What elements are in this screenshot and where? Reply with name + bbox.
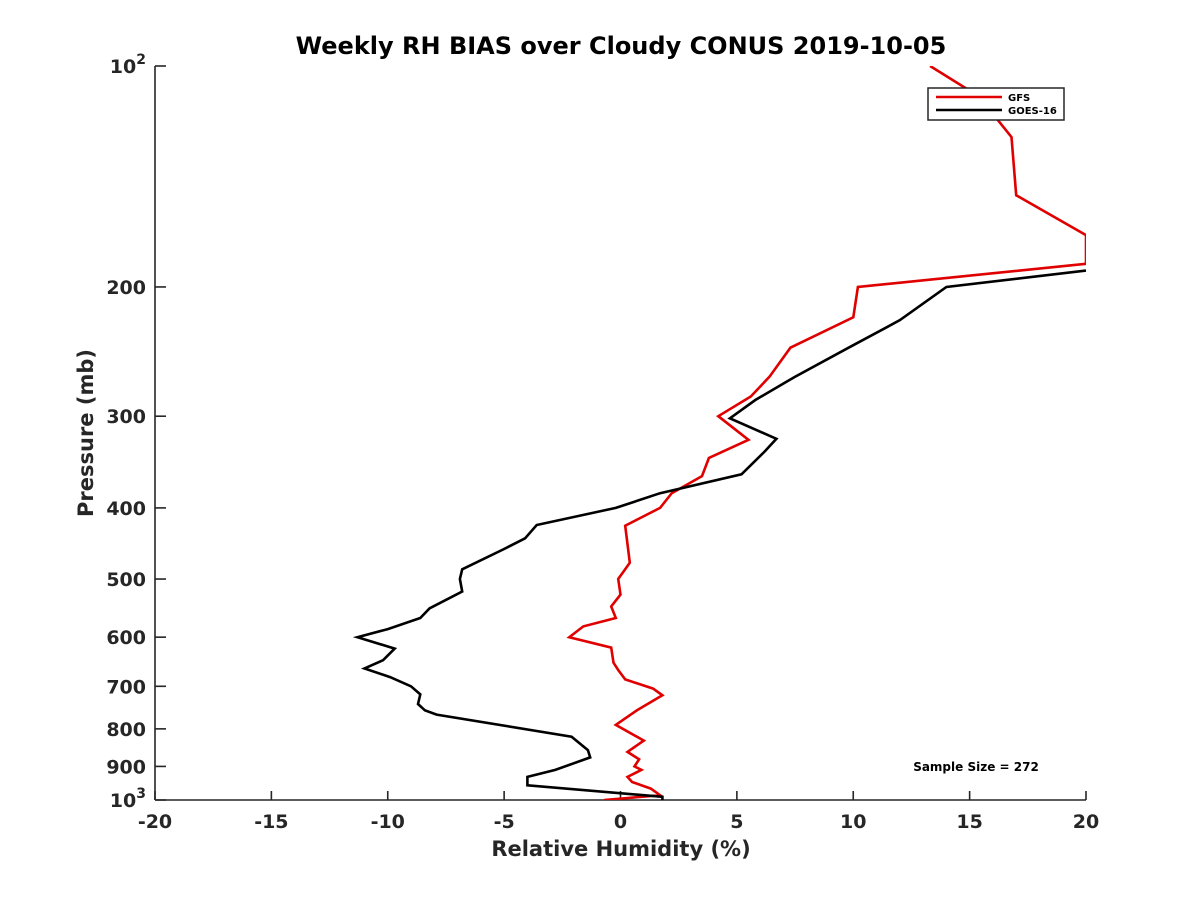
y-tick-label: 700 [106,676,146,698]
x-tick-label: 0 [614,811,627,833]
x-axis-ticks: -20 -15 -10 -5 0 5 10 15 20 [138,791,1099,833]
x-axis-label: Relative Humidity (%) [491,837,750,861]
y-tick-label: 900 [106,756,146,778]
legend: GFS GOES-16 [927,87,1065,121]
y-tick-label: 103 [110,786,146,812]
x-tick-label: 5 [730,811,743,833]
y-tick-label: 102 [110,52,146,78]
series-line-goes16 [352,269,1086,800]
x-tick-label: 10 [840,811,866,833]
x-tick-label: -10 [371,811,405,833]
y-tick-label: 600 [106,627,146,649]
chart-title: Weekly RH BIAS over Cloudy CONUS 2019-10… [296,32,947,60]
x-tick-label: -5 [494,811,515,833]
series-line-gfs [566,66,1086,800]
series-layer [352,66,1086,800]
y-tick-label: 800 [106,719,146,741]
legend-label-goes16: GOES-16 [1008,106,1057,117]
y-axis-label: Pressure (mb) [74,349,98,517]
x-tick-label: -20 [138,811,172,833]
legend-label-gfs: GFS [1008,93,1030,104]
x-tick-label: -15 [254,811,288,833]
sample-size-annotation: Sample Size = 272 [913,760,1039,774]
y-tick-label: 300 [106,406,146,428]
x-tick-label: 20 [1073,811,1099,833]
x-tick-label: 15 [956,811,982,833]
legend-box [927,87,1065,121]
y-tick-label: 400 [106,498,146,520]
y-tick-label: 200 [106,277,146,299]
y-tick-label: 500 [106,569,146,591]
y-axis-ticks: 102 200 300 400 500 600 700 800 900 103 [106,52,166,812]
